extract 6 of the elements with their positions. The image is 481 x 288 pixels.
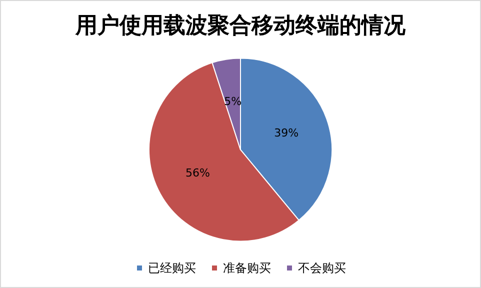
data-label: 56% <box>186 166 210 180</box>
legend-label: 已经购买 <box>148 261 196 275</box>
chart-title: 用户使用载波聚合移动终端的情况 <box>74 12 406 38</box>
legend-label: 准备购买 <box>223 261 271 275</box>
legend-label: 不会购买 <box>298 261 346 275</box>
data-label: 39% <box>274 126 299 140</box>
